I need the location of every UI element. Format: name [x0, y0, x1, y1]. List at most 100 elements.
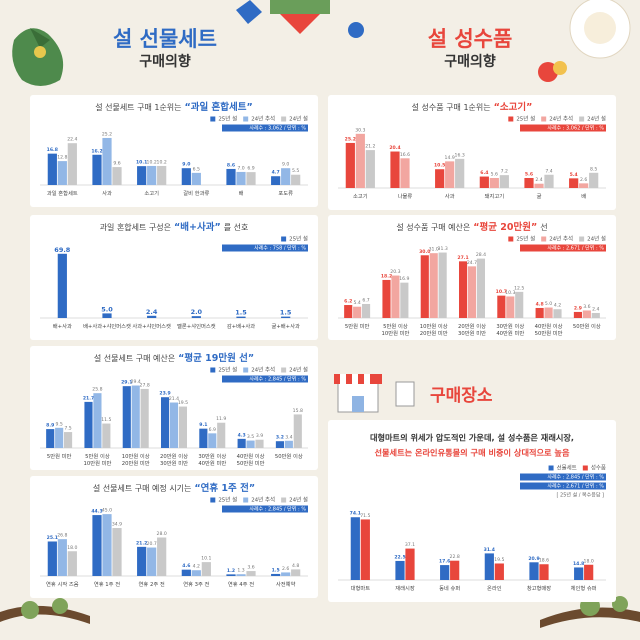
legend-label: 24년 추석 [251, 115, 275, 123]
label-line: 재래시장 [395, 584, 415, 592]
bar [169, 402, 179, 448]
value-label: 5.5 [292, 168, 299, 174]
bar [455, 158, 465, 188]
bar [281, 316, 291, 318]
value-label: 74.1 [350, 511, 361, 517]
bar [459, 261, 468, 318]
value-label: 8.9 [46, 423, 54, 429]
bar [246, 440, 255, 448]
bar [178, 406, 187, 448]
value-label: 44.3 [91, 509, 102, 515]
value-label: 9.0 [182, 162, 190, 168]
bar [137, 546, 147, 576]
note: 사례수 : 2,845 / 단위 : % [249, 376, 306, 383]
label-line: 50만원 미만 [237, 459, 265, 467]
value-label: 21.7 [83, 395, 94, 401]
bar [131, 385, 140, 448]
bar [281, 168, 291, 185]
value-label: 6.7 [362, 297, 369, 303]
value-label: 16.9 [399, 276, 409, 282]
bar [291, 569, 301, 576]
bar [445, 161, 455, 188]
label-line: 돼지고기 [485, 192, 505, 200]
value-label: 6.9 [209, 427, 216, 433]
legend-swatch [541, 236, 547, 242]
x-tick-label: 30만원 이상 40만원 미만 [198, 452, 226, 467]
description: 대형마트의 위세가 압도적인 가운데, 설 성수품은 재래시장, [370, 433, 574, 443]
bar [92, 154, 102, 185]
legend-label: 25년 설 [289, 235, 308, 243]
legend-swatch [582, 465, 588, 471]
label-line: 동네 슈퍼 [439, 584, 460, 592]
value-label: 21.2 [365, 144, 375, 150]
value-label: 8.6 [227, 162, 235, 168]
value-label: 27.8 [140, 382, 150, 388]
bar [579, 183, 589, 188]
label-line: 10만원 이상 [122, 452, 150, 460]
value-label: 10.2 [157, 159, 167, 165]
label-line: 체인형 슈퍼 [571, 584, 597, 592]
legend-swatch [210, 116, 216, 122]
x-tick-label: 포도류 [278, 190, 293, 197]
note-badge [222, 505, 308, 513]
bar [284, 440, 293, 448]
bar [345, 142, 355, 188]
panel [30, 476, 318, 598]
bar [544, 307, 553, 318]
value-label: 1.5 [235, 309, 247, 317]
bar [391, 275, 400, 318]
bar [57, 161, 67, 185]
value-label: 10.7 [496, 289, 507, 295]
value-label: 12.8 [57, 155, 67, 161]
value-label: 3.2 [276, 435, 284, 441]
legend-label: 24년 추석 [549, 115, 573, 123]
x-tick-label: 재래시장 [395, 584, 415, 592]
x-tick-label: 소고기 [353, 192, 368, 200]
x-tick-label: 소고기 [144, 189, 159, 197]
bar [181, 569, 191, 576]
value-label: 7.2 [501, 169, 508, 175]
value-label: 16.2 [91, 148, 102, 154]
value-label: 23.9 [159, 391, 170, 397]
bar [400, 282, 409, 318]
bar [293, 414, 302, 448]
x-tick-label: 배 [581, 192, 586, 200]
value-label: 22.8 [450, 554, 460, 560]
value-label: 9.1 [199, 422, 207, 428]
title-highlight: “평균 20만원” [473, 221, 537, 233]
value-label: 34.9 [112, 522, 122, 528]
legend-swatch [548, 465, 554, 471]
value-label: 19.5 [494, 557, 504, 563]
legend-label: 25년 설 [218, 115, 237, 123]
value-label: 2.6 [282, 566, 289, 572]
chart-title: 설 성수품 구매 예산은 “평균 20만원” 선 [396, 221, 547, 233]
value-label: 18.2 [381, 273, 392, 279]
bar [226, 574, 236, 576]
bar [573, 311, 582, 318]
value-label: 20.4 [389, 145, 400, 151]
value-label: 16.3 [455, 152, 465, 158]
x-tick-label: 사과 [102, 189, 112, 197]
value-label: 10.1 [201, 556, 211, 562]
value-label: 15.8 [293, 408, 303, 414]
bar [353, 306, 362, 318]
chart-panel: 설 선물세트 구매 예산은 “평균 19만원 선” 24년 설 24년 추석 25년 설… [30, 346, 318, 470]
legend-swatch [579, 236, 585, 242]
x-tick-label: 대형마트 [351, 584, 371, 592]
label-line: 배+사과+샤인머스캣 [83, 322, 131, 330]
x-tick-label: 배+사과+샤인머스캣 [83, 322, 131, 330]
value-label: 25.2 [102, 131, 112, 137]
bar [534, 183, 544, 188]
bar [236, 171, 246, 185]
x-tick-label: 5만원 미만 [47, 452, 72, 460]
value-label: 2.9 [574, 305, 582, 311]
label-line: 배 [581, 192, 586, 200]
title-text: 설 성수품 구매 1순위는 [412, 102, 491, 112]
label-line: 과일 혼합세트 [47, 189, 78, 197]
bar [535, 307, 544, 318]
value-label: 37.1 [405, 542, 415, 548]
bar [102, 313, 112, 318]
note: 사례수 : 3,062 / 단위 : % [249, 125, 306, 132]
value-label: 12.5 [514, 285, 524, 291]
